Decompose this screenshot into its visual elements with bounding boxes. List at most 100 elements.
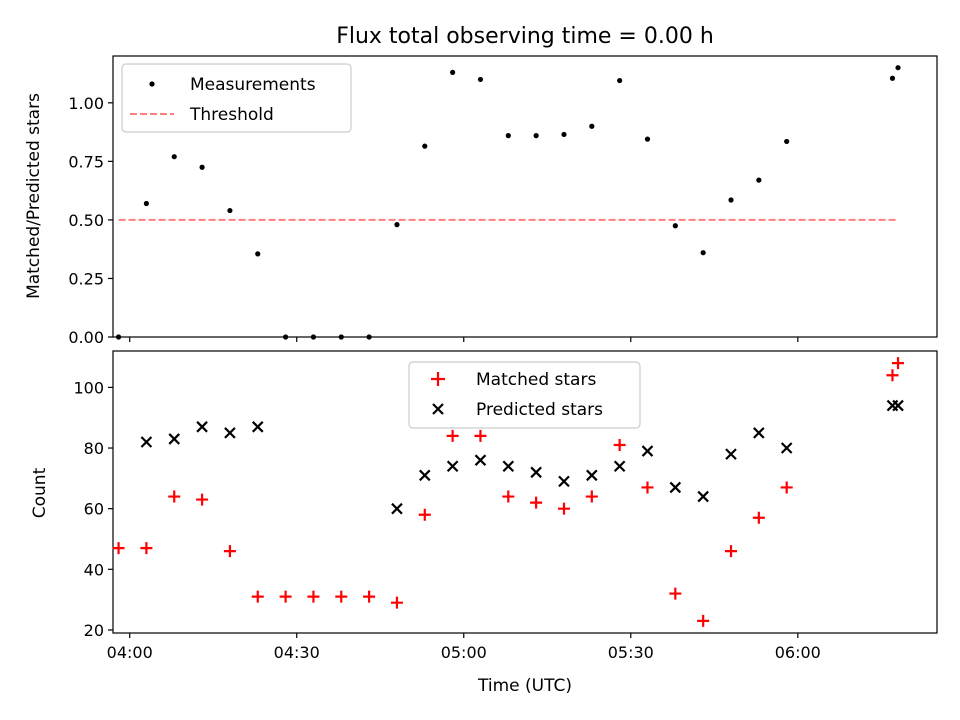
matched-point — [557, 502, 570, 515]
matched-point — [168, 490, 181, 503]
predicted-point — [474, 454, 487, 466]
measurement-point — [394, 222, 400, 228]
matched-point — [335, 590, 348, 603]
measurement-point — [756, 177, 762, 183]
predicted-legend-marker — [432, 403, 444, 415]
predicted-point — [502, 460, 515, 473]
bottom-plot-area: 20 40 60 80 100 04:00 04:30 05:00 05:30 06:00 — [73, 350, 938, 662]
measurement-point — [505, 133, 511, 139]
measurements-legend-marker — [149, 81, 155, 87]
predicted-point — [446, 460, 459, 473]
x-axis-label: Time (UTC) — [477, 676, 572, 696]
matched-point — [502, 490, 515, 503]
predicted-point — [641, 445, 654, 457]
predicted-point — [196, 421, 208, 433]
y-tick-label: 100 — [73, 378, 104, 397]
matched-point — [112, 542, 125, 555]
matched-point — [585, 490, 598, 503]
measurement-point — [171, 154, 177, 160]
measurements-legend-label: Measurements — [190, 75, 316, 95]
x-tick-label: 04:00 — [107, 643, 153, 662]
measurement-point — [227, 207, 233, 214]
matched-point — [613, 439, 626, 451]
predicted-point — [224, 427, 236, 439]
y-tick-label: 1.00 — [68, 94, 104, 113]
x-tick-label: 05:00 — [441, 643, 487, 662]
matched-point — [530, 496, 543, 509]
matched-point — [279, 590, 292, 603]
matched-point — [307, 590, 320, 603]
matched-point — [892, 357, 905, 370]
matched-point — [669, 587, 682, 600]
matched-point — [752, 511, 765, 524]
matched-legend-label: Matched stars — [476, 370, 596, 390]
predicted-point — [251, 421, 264, 433]
y-tick-label: 40 — [84, 560, 104, 579]
measurement-point — [199, 164, 205, 170]
x-tick-label: 04:30 — [274, 643, 320, 662]
measurement-point — [533, 133, 539, 139]
y-tick-label: 80 — [84, 439, 104, 458]
plot-frame-0 — [112, 55, 938, 338]
top-y-axis-label: Matched/Predicted stars — [24, 93, 44, 299]
matched-point — [886, 369, 899, 382]
matched-point — [223, 545, 236, 558]
measurement-point — [366, 334, 372, 340]
matched-point — [725, 545, 737, 558]
predicted-point — [530, 466, 542, 479]
predicted-point — [419, 469, 431, 482]
matched-point — [641, 481, 654, 494]
matched-legend-marker — [431, 372, 445, 386]
measurement-point — [282, 334, 289, 340]
measurement-point — [422, 143, 428, 149]
matched-point — [251, 590, 264, 603]
threshold-legend-label: Threshold — [189, 105, 274, 125]
measurement-point — [672, 223, 678, 229]
measurement-point — [617, 77, 623, 84]
predicted-point — [613, 460, 626, 473]
measurement-point — [338, 334, 344, 340]
y-tick-label: 60 — [84, 500, 104, 519]
matched-point — [446, 429, 459, 442]
predicted-point — [669, 481, 682, 494]
measurement-point — [561, 131, 567, 138]
matched-point — [418, 508, 431, 521]
measurement-point — [784, 138, 790, 145]
measurement-point — [143, 200, 150, 207]
predicted-point — [391, 502, 403, 515]
predicted-point — [753, 427, 765, 439]
predicted-point — [586, 469, 598, 482]
x-tick-label: 05:30 — [608, 643, 654, 662]
top-legend: Measurements Threshold — [121, 63, 352, 133]
predicted-point — [140, 436, 153, 448]
predicted-point — [780, 442, 793, 454]
y-tick-label: 0.00 — [68, 328, 104, 347]
predicted-point — [558, 475, 570, 488]
top-chart-title: Flux total observing time = 0.00 h — [336, 24, 714, 49]
measurement-point — [644, 136, 651, 142]
measurement-point — [589, 123, 595, 129]
matched-point — [780, 481, 793, 494]
predicted-point — [725, 448, 737, 460]
predicted-point — [697, 490, 709, 503]
matched-point — [363, 590, 376, 603]
measurement-point — [450, 69, 456, 75]
bottom-legend: Matched stars Predicted stars — [408, 361, 641, 429]
top-plot-area: 0.00 0.25 0.50 0.75 1.00 — [68, 55, 938, 347]
measurement-point — [728, 197, 734, 203]
predicted-point — [892, 399, 904, 412]
bottom-y-axis-label: Count — [30, 467, 50, 518]
matched-point — [474, 429, 487, 442]
matched-point — [390, 596, 403, 609]
matched-point — [697, 614, 710, 627]
y-tick-label: 0.25 — [68, 269, 104, 288]
measurement-point — [895, 65, 901, 71]
y-tick-label: 0.50 — [68, 211, 104, 230]
measurement-point — [310, 334, 317, 340]
measurement-point — [115, 334, 122, 340]
y-tick-label: 20 — [84, 621, 104, 640]
matched-point — [140, 542, 153, 555]
measurement-point — [255, 251, 261, 257]
predicted-point — [168, 433, 181, 445]
